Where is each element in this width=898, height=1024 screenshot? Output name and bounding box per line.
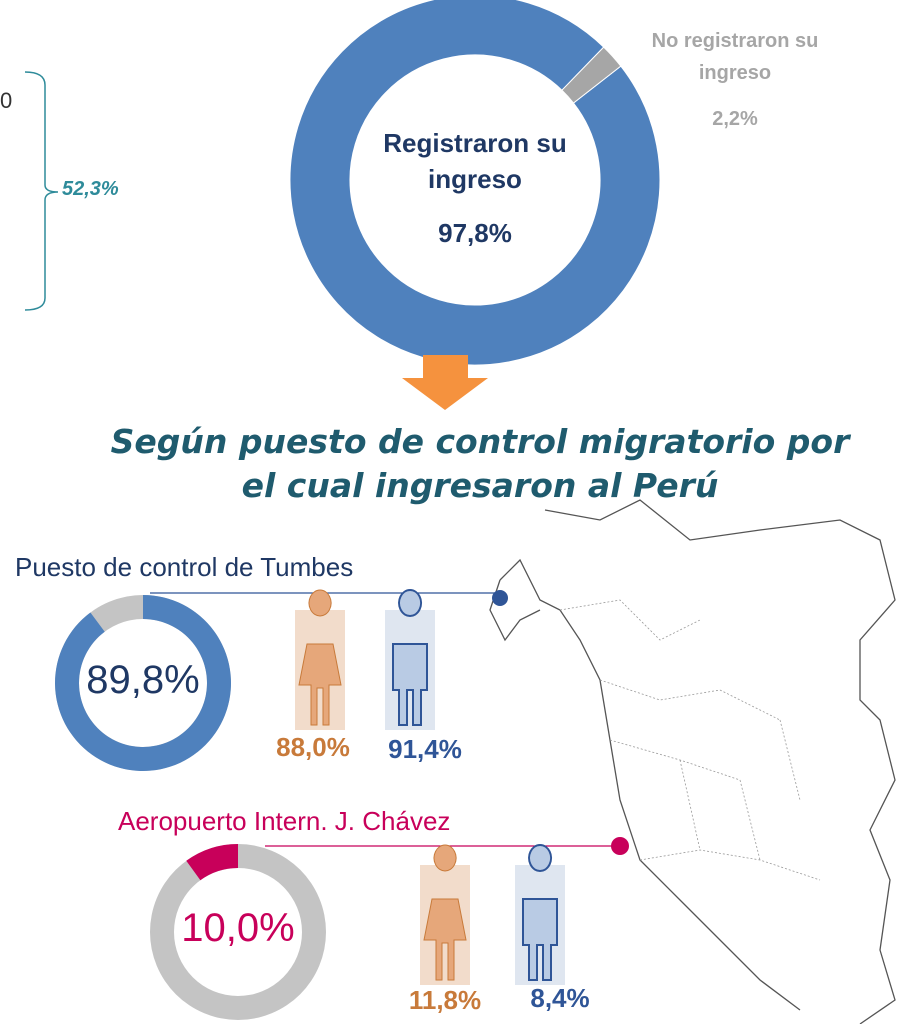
category-label: Registraron su ingreso	[383, 128, 567, 194]
value-label: 2,2%	[712, 108, 758, 130]
tumbes-marker	[492, 590, 508, 606]
value-label: 89,8%	[86, 658, 200, 702]
chart-title: Puesto de control de Tumbes	[15, 552, 354, 582]
man-icon	[385, 589, 435, 730]
donut-segment	[561, 46, 622, 104]
sex-value: 91,4%	[388, 734, 462, 764]
value-label: 97,8%	[438, 218, 512, 248]
man-icon	[515, 844, 565, 985]
value-label: 10,0%	[181, 906, 295, 950]
sex-value: 8,4%	[530, 983, 590, 1013]
donuts	[54, 0, 661, 1020]
chart-title: Aeropuerto Intern. J. Chávez	[118, 806, 451, 836]
heading: Según puesto de control migratorio por e…	[110, 422, 850, 505]
woman-icon	[420, 844, 470, 985]
arrow	[402, 355, 488, 410]
map-regions	[559, 599, 821, 881]
sex-value: 88,0%	[276, 732, 350, 762]
woman-icon	[295, 589, 345, 730]
sex-value: 11,8%	[408, 985, 482, 1015]
donut-segment	[186, 844, 238, 881]
left-fragment: 0	[0, 88, 13, 113]
chavez-marker	[611, 837, 629, 855]
donut-segment	[289, 0, 661, 366]
bracket	[24, 71, 59, 311]
bracket-label: 52,3%	[62, 178, 119, 200]
category-label: No registraron su ingreso	[651, 30, 819, 84]
